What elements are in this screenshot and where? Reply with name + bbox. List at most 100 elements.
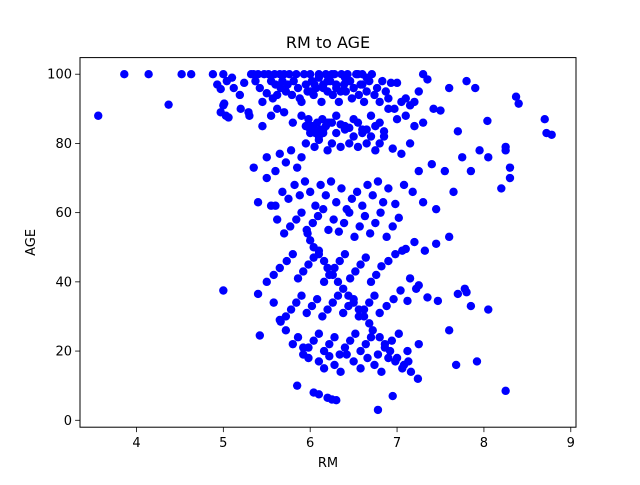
data-point — [287, 90, 297, 100]
data-point — [219, 101, 228, 110]
data-point — [345, 139, 354, 148]
data-point — [354, 90, 364, 100]
data-point — [365, 229, 375, 238]
data-point — [272, 90, 282, 100]
x-tick-label: 6 — [306, 436, 314, 451]
data-point — [414, 166, 423, 176]
data-point — [401, 111, 410, 120]
data-point — [328, 90, 337, 100]
data-point — [253, 198, 263, 207]
x-tick-label: 7 — [393, 436, 401, 451]
data-point — [372, 270, 381, 280]
data-point — [323, 76, 332, 86]
data-point — [321, 191, 331, 200]
data-point — [297, 111, 306, 120]
data-point — [386, 78, 396, 88]
data-point — [505, 173, 515, 183]
data-point — [361, 253, 370, 262]
data-point — [319, 256, 329, 266]
data-point — [219, 286, 228, 295]
data-point — [358, 80, 367, 89]
data-point — [281, 158, 291, 167]
data-point — [368, 191, 377, 200]
data-point — [292, 215, 301, 224]
data-point — [289, 76, 298, 86]
data-point — [305, 87, 315, 96]
data-point — [253, 70, 263, 79]
data-point — [305, 236, 315, 245]
data-point — [286, 305, 296, 314]
data-point — [440, 166, 450, 176]
data-point — [405, 274, 415, 283]
data-point — [283, 80, 292, 89]
data-point — [356, 364, 365, 373]
data-point — [475, 146, 484, 155]
data-point — [279, 108, 289, 117]
data-point — [239, 78, 249, 88]
data-point — [483, 116, 492, 126]
data-point — [351, 267, 360, 276]
data-point — [292, 70, 301, 79]
data-point — [299, 70, 309, 79]
data-point — [354, 305, 364, 314]
data-point — [353, 142, 363, 152]
data-point — [444, 83, 454, 93]
data-point — [332, 396, 341, 405]
data-point — [301, 139, 311, 148]
data-point — [292, 381, 302, 390]
data-point — [385, 346, 395, 356]
data-point — [339, 218, 349, 228]
data-point — [235, 90, 245, 100]
data-point — [370, 360, 379, 370]
data-point — [297, 208, 306, 217]
y-tick-label: 40 — [55, 275, 72, 290]
data-point — [329, 215, 338, 224]
data-point — [310, 80, 319, 89]
data-point — [414, 87, 423, 96]
data-point — [297, 291, 306, 300]
data-point — [431, 239, 441, 248]
data-point — [396, 286, 405, 295]
data-point — [313, 211, 323, 221]
data-point — [375, 333, 384, 342]
data-point — [164, 100, 173, 109]
data-point — [94, 111, 103, 120]
data-point — [371, 121, 380, 131]
data-point — [333, 291, 343, 300]
data-point — [363, 353, 372, 363]
data-point — [388, 222, 397, 231]
data-point — [431, 204, 441, 214]
data-point — [327, 70, 337, 79]
data-point — [281, 326, 291, 335]
data-point — [266, 111, 276, 120]
x-tick-label: 4 — [132, 436, 140, 451]
data-point — [362, 139, 371, 148]
data-point — [229, 83, 238, 93]
data-point — [365, 298, 374, 307]
data-point — [370, 90, 379, 100]
data-point — [332, 198, 341, 207]
data-point — [373, 177, 383, 186]
data-point — [308, 218, 317, 228]
data-point — [332, 111, 341, 120]
data-point — [366, 277, 376, 287]
data-point — [330, 333, 339, 342]
data-point — [328, 270, 337, 280]
data-point — [384, 104, 393, 114]
data-point — [345, 208, 354, 217]
data-point — [325, 352, 334, 361]
y-tick-label: 80 — [55, 137, 72, 152]
data-point — [332, 80, 341, 89]
data-point — [279, 229, 289, 238]
data-point — [370, 291, 379, 300]
data-point — [292, 298, 301, 307]
data-point — [314, 390, 324, 399]
data-point — [293, 83, 303, 93]
data-point — [372, 83, 382, 93]
data-point — [347, 194, 357, 203]
data-point — [427, 159, 436, 169]
data-point — [365, 319, 374, 328]
data-point — [462, 76, 471, 86]
data-point — [269, 298, 278, 307]
data-point — [349, 357, 358, 366]
